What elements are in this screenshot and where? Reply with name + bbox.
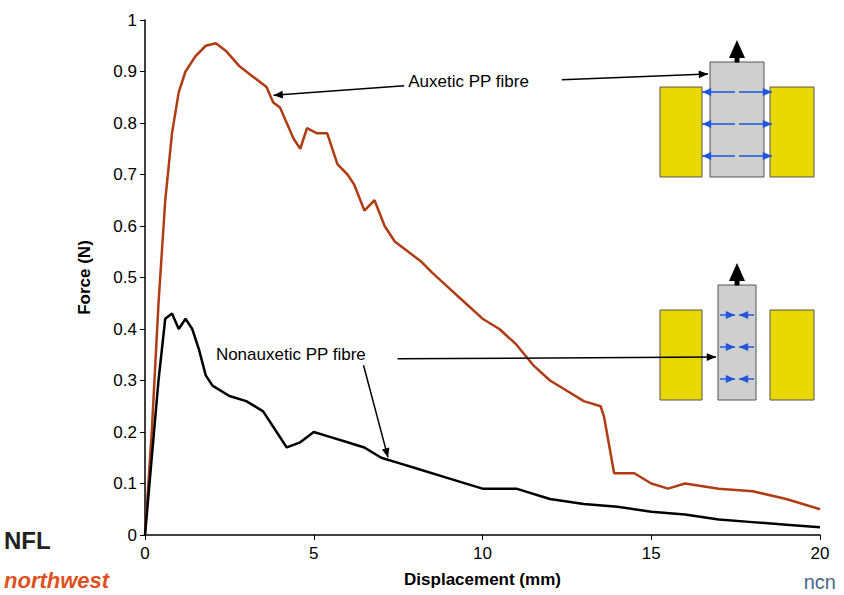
svg-text:NFL: NFL (4, 527, 51, 554)
svg-text:Force (N): Force (N) (75, 240, 94, 315)
svg-text:0.2: 0.2 (113, 423, 137, 442)
svg-text:15: 15 (642, 544, 661, 563)
svg-text:0.7: 0.7 (113, 165, 137, 184)
svg-text:Auxetic PP fibre: Auxetic PP fibre (408, 72, 529, 91)
svg-text:ncn: ncn (804, 571, 836, 593)
svg-text:Nonauxetic PP fibre: Nonauxetic PP fibre (216, 345, 366, 364)
svg-text:20: 20 (811, 544, 830, 563)
svg-text:0.4: 0.4 (113, 320, 137, 339)
svg-text:0.6: 0.6 (113, 217, 137, 236)
svg-text:0.5: 0.5 (113, 268, 137, 287)
svg-text:0.9: 0.9 (113, 62, 137, 81)
svg-text:5: 5 (309, 544, 318, 563)
svg-text:0.8: 0.8 (113, 114, 137, 133)
svg-text:0.3: 0.3 (113, 371, 137, 390)
svg-text:0: 0 (128, 526, 137, 545)
svg-text:1: 1 (128, 11, 137, 30)
svg-text:northwest: northwest (4, 568, 111, 593)
svg-text:0: 0 (140, 544, 149, 563)
svg-text:0.1: 0.1 (113, 474, 137, 493)
svg-text:Displacement (mm): Displacement (mm) (404, 570, 561, 589)
svg-text:10: 10 (473, 544, 492, 563)
